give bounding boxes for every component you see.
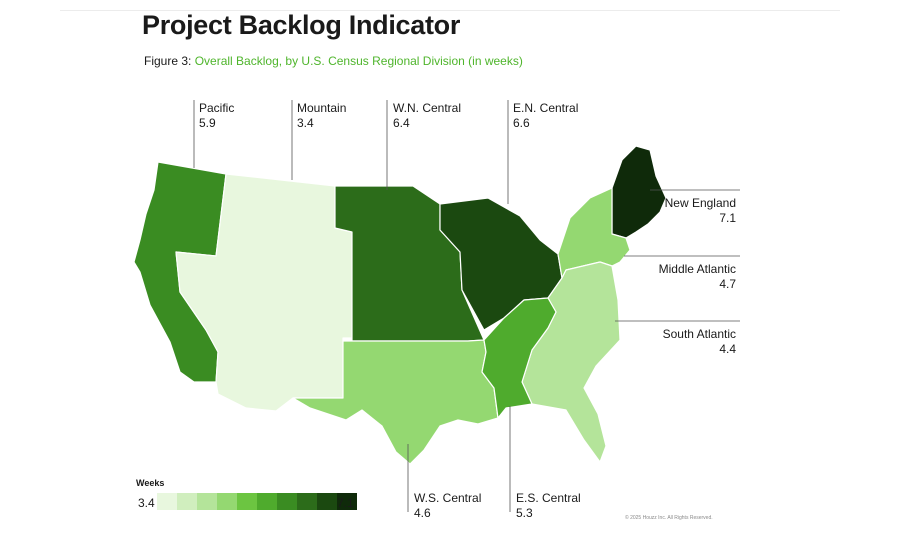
division-callout: South Atlantic 4.4 — [663, 327, 736, 357]
legend-swatch — [157, 493, 177, 510]
division-callout: W.S. Central 4.6 — [414, 491, 481, 521]
legend-swatch — [297, 493, 317, 510]
division-name: E.S. Central — [516, 491, 581, 505]
division-name: New England — [664, 196, 736, 210]
top-divider — [60, 10, 840, 11]
division-value: 3.4 — [297, 116, 314, 130]
division-callout: E.S. Central 5.3 — [516, 491, 581, 521]
division-callout: W.N. Central 6.4 — [393, 101, 461, 131]
division-value: 4.6 — [414, 506, 431, 520]
division-callout: E.N. Central 6.6 — [513, 101, 578, 131]
legend-swatch — [237, 493, 257, 510]
division-name: Pacific — [199, 101, 235, 115]
figure-description: Overall Backlog, by U.S. Census Regional… — [194, 54, 523, 68]
legend-max-label: 7.1 — [337, 496, 354, 510]
legend-swatch — [277, 493, 297, 510]
leader-lines — [193, 100, 740, 512]
legend-color-scale — [157, 493, 357, 510]
legend-swatch — [197, 493, 217, 510]
division-value: 5.9 — [199, 116, 216, 130]
region-new-england — [611, 145, 667, 239]
legend-swatch — [257, 493, 277, 510]
legend-title: Weeks — [136, 478, 165, 488]
division-value: 7.1 — [719, 211, 736, 225]
region-west-north-central — [334, 185, 485, 342]
division-name: Mountain — [297, 101, 347, 115]
legend-swatch — [317, 493, 337, 510]
legend-swatch — [337, 493, 357, 510]
division-callout: Middle Atlantic 4.7 — [659, 262, 736, 292]
copyright-notice: © 2025 Houzz Inc. All Rights Reserved. — [625, 515, 713, 521]
region-east-south-central — [481, 297, 557, 419]
page-title: Project Backlog Indicator — [142, 10, 461, 40]
division-name: E.N. Central — [513, 101, 579, 115]
division-value: 5.3 — [516, 506, 533, 520]
legend-swatch — [217, 493, 237, 510]
division-name: South Atlantic — [662, 327, 736, 341]
division-callout: New England 7.1 — [665, 196, 736, 226]
division-name: W.S. Central — [414, 491, 482, 505]
division-callout: Pacific 5.9 — [199, 101, 234, 131]
division-callout: Mountain 3.4 — [297, 101, 346, 131]
figure-number: Figure 3: — [144, 54, 192, 68]
division-value: 4.4 — [719, 342, 736, 356]
legend-swatch — [177, 493, 197, 510]
division-name: Middle Atlantic — [658, 262, 736, 276]
division-value: 6.6 — [513, 116, 530, 130]
division-value: 6.4 — [393, 116, 410, 130]
division-value: 4.7 — [719, 277, 736, 291]
division-name: W.N. Central — [393, 101, 462, 115]
figure-subtitle: Figure 3: Overall Backlog, by U.S. Censu… — [144, 54, 523, 68]
legend-min-label: 3.4 — [138, 496, 155, 510]
